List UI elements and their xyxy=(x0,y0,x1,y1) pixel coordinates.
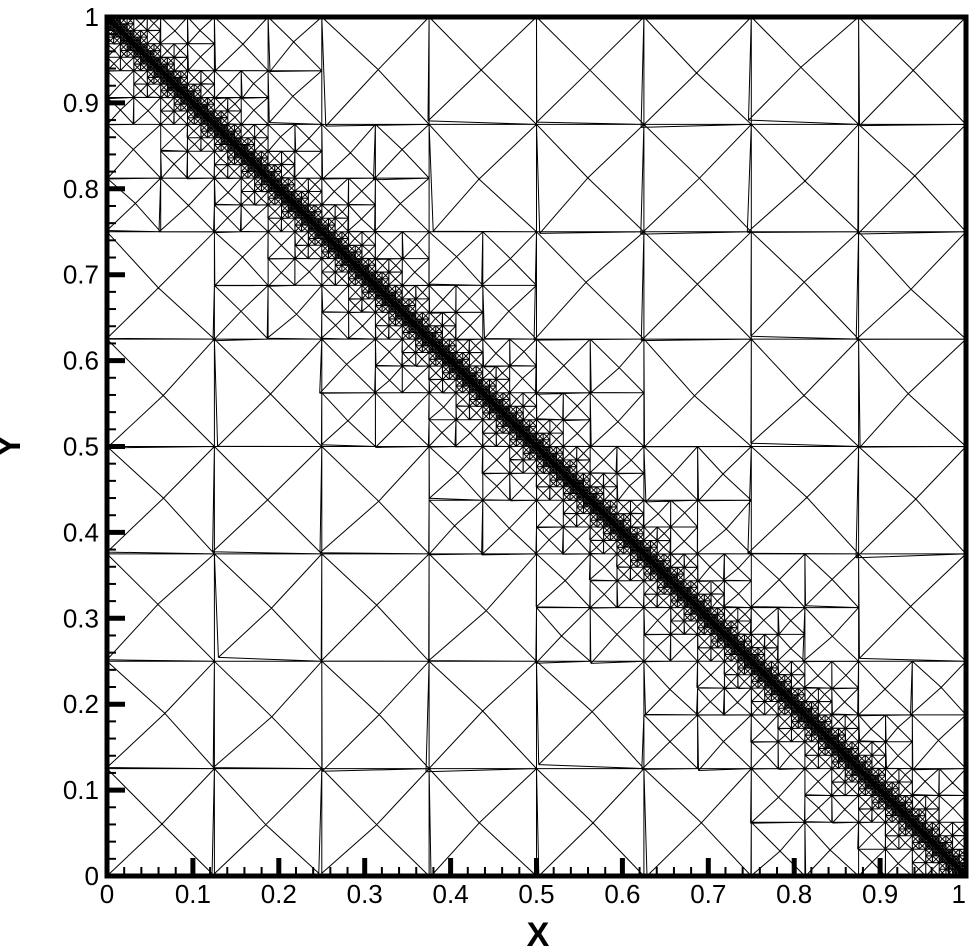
x-tick-label: 0.8 xyxy=(776,879,812,909)
refined-band xyxy=(105,15,968,878)
y-tick-label: 0.7 xyxy=(63,260,99,290)
y-tick-label: 0.3 xyxy=(63,603,99,633)
x-tick-label: 0.5 xyxy=(518,879,554,909)
y-tick-label: 0.2 xyxy=(63,689,99,719)
plot-frame xyxy=(104,14,969,879)
y-tick-labels: 0 0.1 0.2 0.3 0.4 0.5 0.6 0.7 0.8 0.9 1 xyxy=(63,2,99,891)
y-tick-label: 0.8 xyxy=(63,174,99,204)
y-axis-title: Y xyxy=(0,434,28,457)
y-tick-label: 0.1 xyxy=(63,775,99,805)
triangular-mesh xyxy=(105,15,968,878)
y-tick-label: 0.4 xyxy=(63,517,99,547)
y-tick-label: 0.9 xyxy=(63,88,99,118)
y-tick-label: 1 xyxy=(85,2,99,32)
x-tick-label: 0.4 xyxy=(433,879,469,909)
x-tick-label: 0.6 xyxy=(604,879,640,909)
x-axis-title: X xyxy=(527,916,550,952)
y-tick-label: 0.6 xyxy=(63,346,99,376)
x-tick-label: 0.7 xyxy=(690,879,726,909)
x-tick-labels: 0 0.1 0.2 0.3 0.4 0.5 0.6 0.7 0.8 0.9 1 xyxy=(100,879,966,909)
x-tick-label: 1 xyxy=(952,879,966,909)
y-tick-label: 0.5 xyxy=(63,432,99,462)
x-tick-label: 0.1 xyxy=(175,879,211,909)
x-tick-label: 0 xyxy=(100,879,114,909)
x-tick-label: 0.2 xyxy=(261,879,297,909)
x-tick-label: 0.3 xyxy=(347,879,383,909)
y-tick-label: 0 xyxy=(85,861,99,891)
x-tick-label: 0.9 xyxy=(862,879,898,909)
